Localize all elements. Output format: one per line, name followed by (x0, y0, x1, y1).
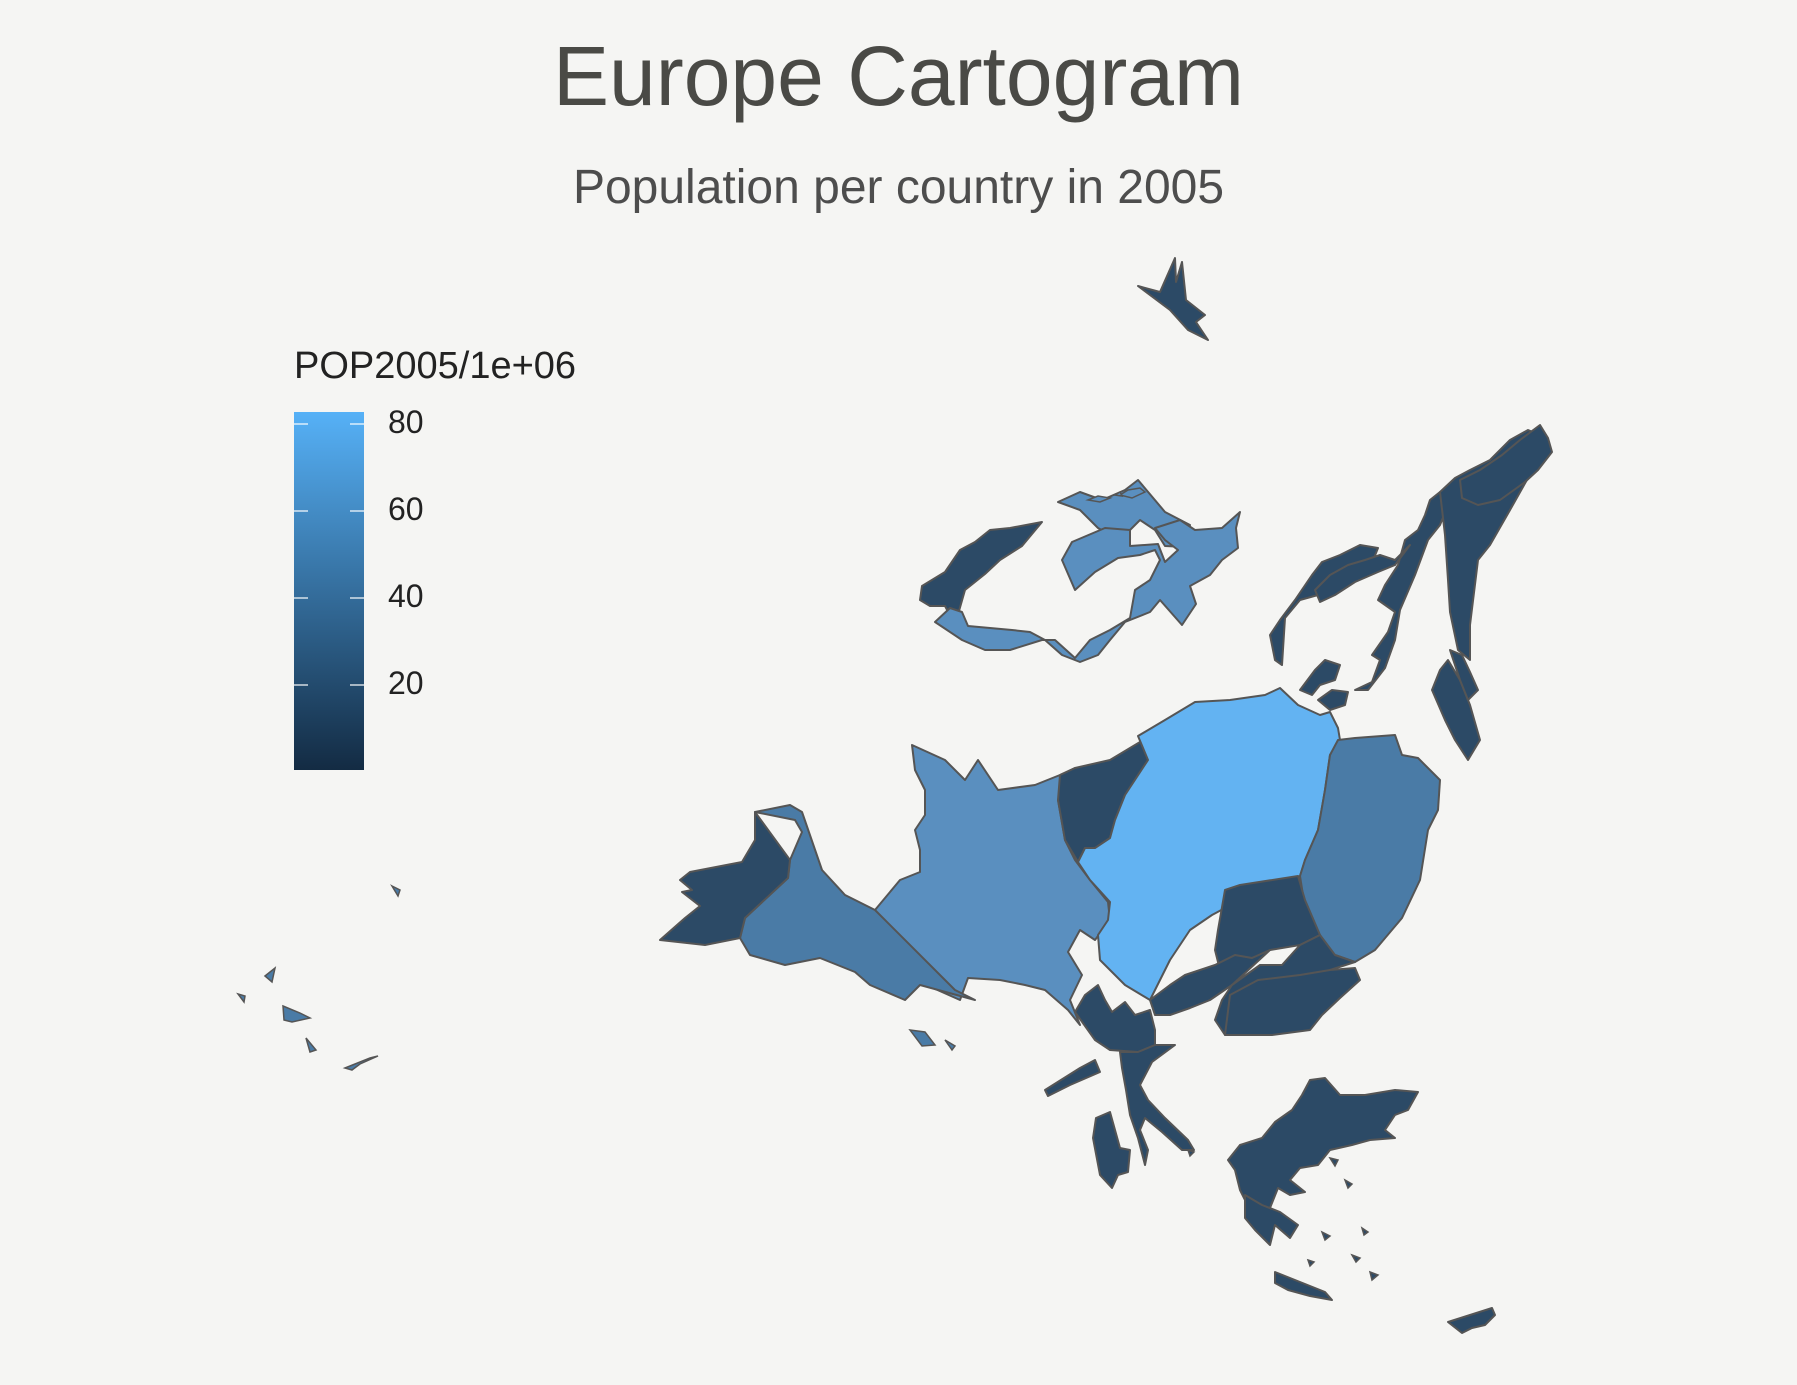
island-aegean-2[interactable] (1343, 1178, 1354, 1190)
island-balearic-2[interactable] (944, 1039, 957, 1052)
island-azores-3[interactable] (342, 1055, 379, 1071)
legend-tick-label: 60 (388, 491, 424, 527)
island-arctic[interactable] (1085, 495, 1113, 503)
legend-tick-label: 20 (388, 665, 424, 701)
legend-tick-mark (294, 684, 308, 686)
region-north-norway[interactable] (1314, 544, 1411, 603)
legend-tick-mark (294, 597, 308, 599)
map-subtitle: Population per country in 2005 (572, 161, 1225, 214)
island-malta[interactable] (1186, 1148, 1196, 1158)
region-peloponnese[interactable] (1244, 1194, 1299, 1246)
island-azores-4[interactable] (263, 966, 277, 984)
region-sardinia[interactable] (1092, 1111, 1131, 1189)
island-balearic-1[interactable] (908, 1029, 937, 1047)
region-baltics[interactable] (1431, 659, 1481, 761)
region-portugal[interactable] (659, 811, 791, 946)
island-azores-5[interactable] (236, 992, 246, 1004)
region-ireland[interactable] (919, 521, 1043, 626)
region-switzerland[interactable] (1074, 984, 1156, 1053)
region-germany[interactable] (1077, 687, 1341, 1001)
island-aegean-7[interactable] (1360, 1226, 1370, 1237)
region-sweden[interactable] (1354, 491, 1449, 691)
region-italy[interactable] (1119, 1044, 1195, 1166)
island-madeira[interactable] (390, 884, 401, 898)
region-zealand[interactable] (1317, 689, 1349, 711)
island-aegean-3[interactable] (1320, 1230, 1332, 1242)
region-denmark[interactable] (1299, 659, 1341, 696)
map-title: Europe Cartogram (553, 29, 1244, 123)
island-aegean-5[interactable] (1368, 1270, 1380, 1282)
island-faroe[interactable] (1118, 487, 1147, 499)
island-aegean-1[interactable] (1328, 1156, 1340, 1168)
legend-tick-mark (350, 510, 364, 512)
region-austria[interactable] (1149, 949, 1271, 1016)
region-crete[interactable] (1274, 1271, 1333, 1301)
region-cyprus[interactable] (1447, 1307, 1496, 1334)
legend-colorbar (294, 412, 364, 770)
region-france[interactable] (874, 744, 1111, 1026)
legend-tick-mark (350, 423, 364, 425)
legend-tick-mark (294, 510, 308, 512)
region-svalbard[interactable] (1137, 257, 1209, 341)
island-aegean-4[interactable] (1350, 1253, 1362, 1264)
island-azores-2[interactable] (305, 1037, 318, 1053)
island-jan-mayen[interactable] (1112, 490, 1124, 497)
legend-tick-label: 40 (388, 578, 424, 614)
region-czechia[interactable] (1214, 875, 1321, 971)
region-corsica[interactable] (1044, 1059, 1101, 1097)
island-azores-1[interactable] (282, 1004, 313, 1023)
region-lapland[interactable] (1459, 424, 1553, 506)
region-balkans[interactable] (1224, 967, 1361, 1036)
region-greece[interactable] (1227, 1077, 1419, 1216)
region-estonia[interactable] (1449, 649, 1479, 701)
legend-title: POP2005/1e+06 (294, 345, 577, 387)
legend-tick-mark (294, 423, 308, 425)
legend-tick-mark (350, 597, 364, 599)
legend-tick-label: 80 (388, 404, 424, 440)
region-united-kingdom[interactable] (934, 511, 1241, 663)
region-poland[interactable] (1299, 734, 1441, 963)
island-aegean-6[interactable] (1306, 1258, 1316, 1268)
legend-tick-mark (350, 684, 364, 686)
